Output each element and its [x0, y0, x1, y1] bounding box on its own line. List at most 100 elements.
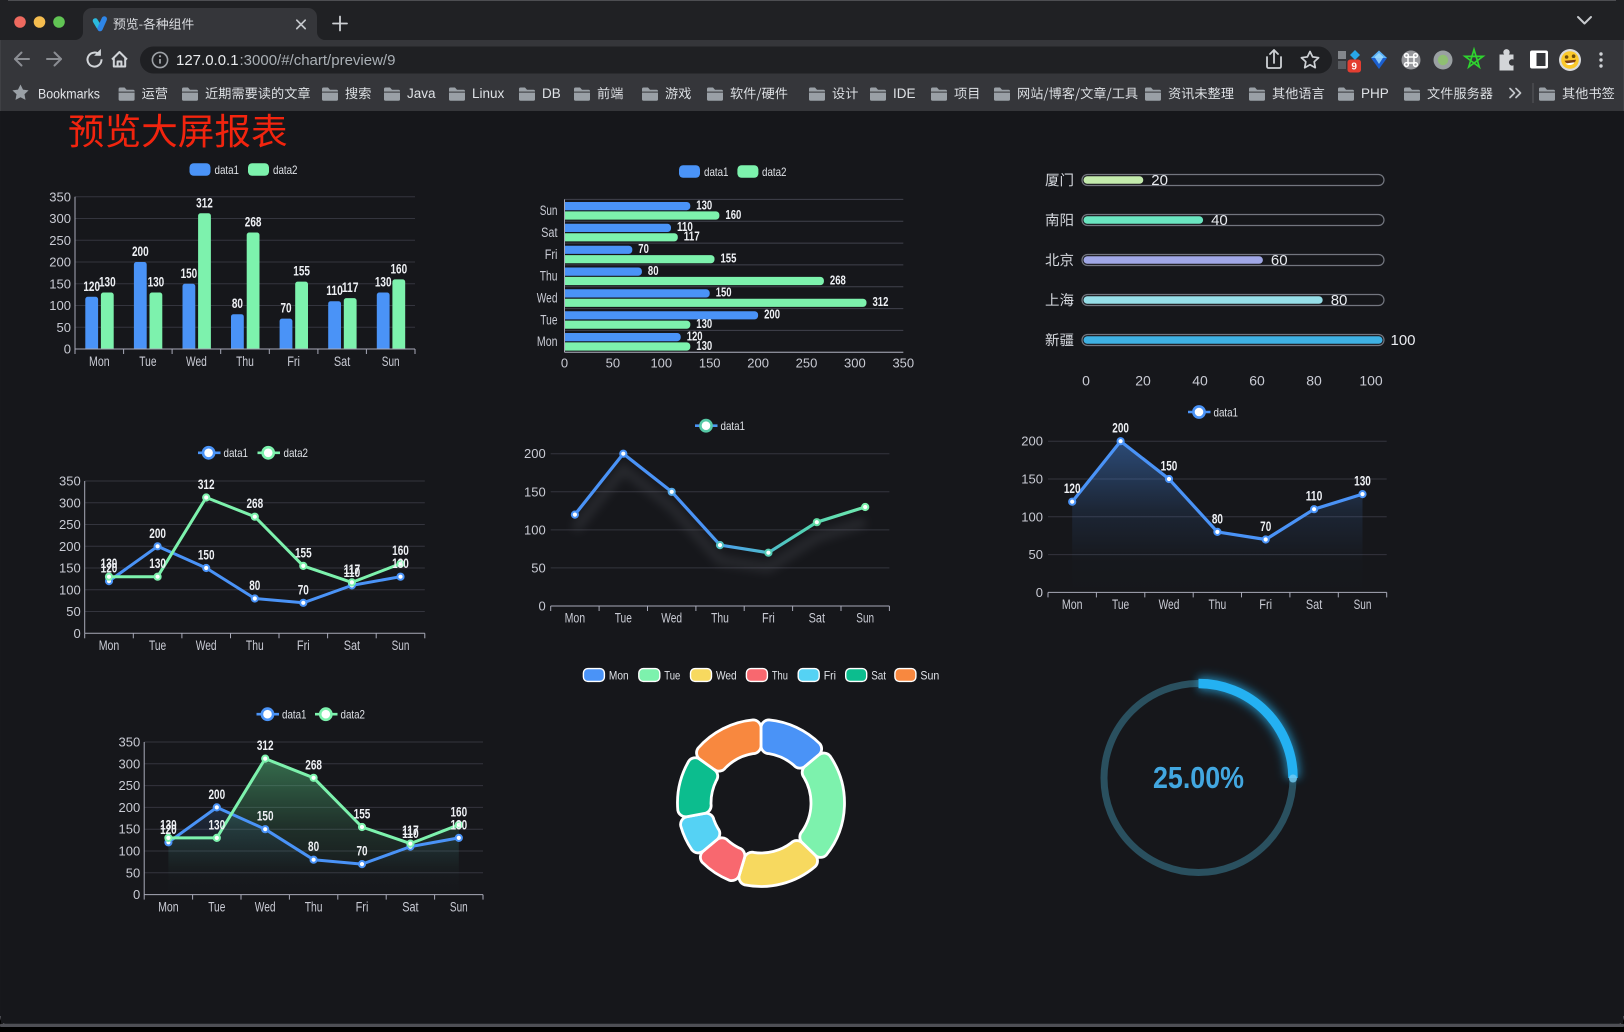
- svg-text:Tue: Tue: [1112, 597, 1129, 612]
- svg-text:Wed: Wed: [196, 638, 217, 653]
- svg-text:80: 80: [648, 263, 659, 278]
- svg-text:Wed: Wed: [537, 290, 558, 305]
- svg-text:110: 110: [677, 219, 693, 234]
- svg-text:Mon: Mon: [158, 900, 179, 915]
- svg-text:9: 9: [1351, 61, 1357, 72]
- svg-text:120: 120: [160, 821, 177, 837]
- svg-text:Wed: Wed: [661, 611, 682, 626]
- svg-text:117: 117: [684, 229, 700, 244]
- svg-text:Wed: Wed: [255, 900, 276, 915]
- svg-text:Thu: Thu: [1209, 597, 1227, 612]
- svg-text:100: 100: [49, 298, 71, 313]
- svg-text:110: 110: [326, 282, 343, 298]
- svg-text:130: 130: [208, 816, 225, 832]
- svg-text:350: 350: [49, 189, 71, 204]
- svg-text:100: 100: [1021, 509, 1043, 524]
- svg-text:Mon: Mon: [89, 354, 110, 369]
- svg-text:Tue: Tue: [208, 900, 225, 915]
- svg-text:80: 80: [1306, 373, 1322, 389]
- svg-text:200: 200: [59, 539, 81, 554]
- svg-text:155: 155: [293, 263, 310, 279]
- svg-text:155: 155: [354, 806, 371, 822]
- svg-text:80: 80: [232, 295, 243, 311]
- svg-text:data2: data2: [341, 708, 366, 722]
- svg-text:data1: data1: [224, 446, 249, 460]
- svg-text:80: 80: [308, 838, 319, 854]
- svg-text:Wed: Wed: [186, 354, 207, 369]
- svg-text:300: 300: [59, 495, 81, 510]
- svg-text:300: 300: [49, 211, 71, 226]
- svg-text:150: 150: [198, 547, 215, 563]
- svg-text:Sat: Sat: [344, 638, 361, 653]
- svg-text:100: 100: [524, 522, 546, 537]
- svg-text:Sat: Sat: [809, 611, 826, 626]
- svg-text:Tue: Tue: [615, 611, 632, 626]
- svg-text:Fri: Fri: [356, 900, 369, 915]
- svg-text:Mon: Mon: [565, 611, 586, 626]
- svg-text:70: 70: [1260, 518, 1271, 534]
- svg-text:117: 117: [342, 279, 359, 295]
- svg-text:70: 70: [638, 241, 649, 256]
- svg-text:Mon: Mon: [99, 638, 120, 653]
- svg-text:120: 120: [83, 278, 100, 294]
- svg-text:350: 350: [892, 356, 914, 371]
- svg-text:100: 100: [650, 356, 672, 371]
- svg-text:Thu: Thu: [540, 269, 558, 284]
- svg-text:Sat: Sat: [334, 354, 351, 369]
- svg-text:Thu: Thu: [236, 354, 254, 369]
- svg-text:100: 100: [1359, 373, 1383, 389]
- svg-text:130: 130: [696, 316, 712, 331]
- svg-text:200: 200: [149, 525, 166, 541]
- svg-text:IDE: IDE: [893, 86, 916, 101]
- svg-text:160: 160: [725, 207, 741, 222]
- svg-text:50: 50: [126, 865, 140, 880]
- svg-text:150: 150: [59, 561, 81, 576]
- svg-text:200: 200: [524, 446, 546, 461]
- svg-text:40: 40: [1211, 212, 1228, 229]
- svg-text:155: 155: [721, 251, 737, 266]
- svg-text:0: 0: [1036, 585, 1043, 600]
- svg-text:300: 300: [118, 756, 140, 771]
- svg-text:200: 200: [764, 307, 780, 322]
- svg-text:Java: Java: [407, 86, 436, 101]
- svg-text:Fri: Fri: [762, 611, 775, 626]
- svg-text:Fri: Fri: [824, 668, 836, 682]
- svg-text:268: 268: [830, 272, 846, 287]
- svg-text:268: 268: [305, 756, 322, 772]
- svg-text:130: 130: [99, 274, 116, 290]
- svg-text:Sun: Sun: [392, 638, 410, 653]
- svg-text:250: 250: [49, 233, 71, 248]
- svg-text:0: 0: [133, 887, 140, 902]
- svg-text:50: 50: [57, 320, 71, 335]
- svg-text:200: 200: [132, 243, 149, 259]
- svg-text:268: 268: [246, 495, 263, 511]
- svg-text:Thu: Thu: [305, 900, 323, 915]
- svg-text:Fri: Fri: [297, 638, 310, 653]
- svg-text:130: 130: [149, 555, 166, 571]
- svg-text:300: 300: [844, 356, 866, 371]
- svg-text:DB: DB: [542, 86, 561, 101]
- svg-text:50: 50: [606, 356, 620, 371]
- svg-text:130: 130: [450, 816, 467, 832]
- svg-text:155: 155: [295, 544, 312, 560]
- svg-text:Linux: Linux: [472, 86, 505, 101]
- svg-text:Wed: Wed: [716, 668, 737, 682]
- svg-text:80: 80: [1212, 510, 1223, 526]
- svg-text:data2: data2: [762, 165, 787, 179]
- svg-text:100: 100: [59, 582, 81, 597]
- svg-text:150: 150: [524, 484, 546, 499]
- svg-text:200: 200: [1112, 420, 1129, 436]
- svg-text:130: 130: [392, 555, 409, 571]
- svg-text:0: 0: [73, 626, 80, 641]
- svg-text:70: 70: [298, 581, 309, 597]
- svg-text:Mon: Mon: [1062, 597, 1083, 612]
- svg-text:Sun: Sun: [856, 611, 874, 626]
- svg-text:Fri: Fri: [1259, 597, 1272, 612]
- svg-text:150: 150: [118, 822, 140, 837]
- svg-text:80: 80: [249, 577, 260, 593]
- svg-text:160: 160: [392, 542, 409, 558]
- svg-text:160: 160: [450, 803, 467, 819]
- svg-text:Sat: Sat: [402, 900, 419, 915]
- svg-text:Mon: Mon: [537, 334, 558, 349]
- svg-text:0: 0: [561, 356, 568, 371]
